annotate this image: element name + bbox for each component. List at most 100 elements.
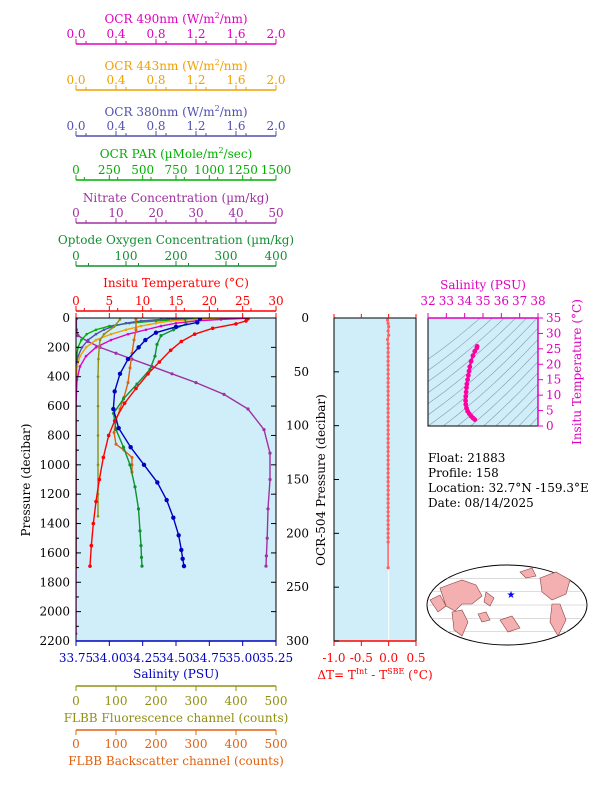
series-point-ocr443 bbox=[154, 321, 158, 325]
series-point-salinity bbox=[117, 371, 123, 376]
delta-t-point bbox=[386, 376, 390, 380]
axis-title-rest: /nm) bbox=[220, 105, 248, 119]
axis-tick-label: 0 bbox=[72, 294, 80, 308]
axis-nitrate: Nitrate Concentration (µm/kg)0 10 20 30 40 50 bbox=[72, 191, 284, 224]
axis-oxygen: Optode Oxygen Concentration (µm/kg) 0 100 2… bbox=[58, 233, 294, 267]
axis-tick-label: 100 bbox=[115, 249, 138, 263]
series-point-temperature bbox=[106, 433, 111, 438]
ocr-pressure-tick-label: 0 bbox=[301, 311, 309, 325]
ocr-pressure-axis-title: OCR-504 Pressure (decibar) bbox=[314, 394, 328, 566]
axis-tick-label: 0.4 bbox=[106, 73, 125, 87]
isopycnal-line bbox=[507, 394, 538, 426]
series-point-salinity bbox=[180, 556, 185, 561]
series-point-ocr490 bbox=[84, 354, 88, 358]
axis-title-sup: 2 bbox=[218, 146, 223, 155]
ocr-pressure-tick-label: 100 bbox=[286, 419, 309, 433]
axis-title-ocr490: OCR 490nm (W/m2/nm) bbox=[104, 11, 247, 26]
map-landmass bbox=[539, 571, 571, 601]
delta-t-point bbox=[386, 346, 390, 350]
series-point-temperature bbox=[88, 564, 92, 568]
delta-t-point bbox=[386, 510, 390, 514]
ts-top-tick-label: 34 bbox=[457, 294, 473, 308]
ts-point bbox=[464, 385, 469, 391]
salinity-tick-label: 34.00 bbox=[92, 651, 126, 665]
series-point-nitrate bbox=[264, 554, 268, 558]
axis-ocr443: OCR 443nm (W/m2/nm) 0.0 0.4 0.8 1.2 1.6 2.0 bbox=[66, 58, 286, 91]
series-point-fluorescence bbox=[96, 404, 100, 408]
delta-t-point bbox=[386, 505, 390, 510]
delta-t-point bbox=[386, 492, 390, 497]
axis-temperature: Insitu Temperature (°C) 0 5 10 15 20 25 30 bbox=[72, 276, 284, 312]
axis-tick-label: 20 bbox=[148, 206, 163, 220]
delta-t-point bbox=[386, 484, 390, 488]
axis-tick-label: 400 bbox=[225, 737, 248, 751]
delta-t-point bbox=[386, 411, 390, 415]
delta-t-axis-title: ΔT= TInt - TSBE (°C) bbox=[317, 667, 432, 682]
axis-tick-label: 0.0 bbox=[66, 73, 85, 87]
delta-t-point bbox=[386, 436, 390, 441]
series-point-temperature bbox=[179, 339, 184, 344]
delta-t-point bbox=[386, 359, 390, 363]
series-point-oxygen bbox=[138, 529, 142, 533]
series-point-nitrate bbox=[264, 564, 268, 568]
series-point-par bbox=[108, 324, 111, 328]
ts-top-tick-label: 38 bbox=[530, 294, 545, 308]
series-point-salinity bbox=[164, 497, 169, 503]
delta-t-series-group bbox=[385, 318, 391, 641]
series-point-nitrate bbox=[76, 334, 80, 338]
top-axes-group: OCR 490nm (W/m2/nm)0.0 0.4 0.8 1.2 1.6 2.0OCR… bbox=[58, 11, 294, 318]
delta-t-point bbox=[386, 566, 390, 570]
isopycnal-line bbox=[428, 318, 538, 416]
delta-t-point bbox=[386, 445, 390, 449]
axis-tick-label: 1.2 bbox=[186, 119, 205, 133]
series-point-ocr380 bbox=[80, 346, 84, 349]
axis-title-ocr380: OCR 380nm (W/m2/nm) bbox=[104, 104, 247, 119]
delta-t-point bbox=[386, 449, 390, 454]
series-point-oxygen bbox=[140, 564, 144, 568]
ts-top-tick-label: 36 bbox=[494, 294, 509, 308]
delta-t-point bbox=[386, 441, 390, 445]
pressure-tick-label: 1600 bbox=[39, 546, 70, 560]
delta-t-point bbox=[386, 424, 390, 428]
delta-t-point bbox=[386, 501, 390, 505]
ocr-pressure-tick-label: 200 bbox=[286, 526, 309, 540]
series-point-oxygen bbox=[121, 397, 126, 401]
series-point-temperature bbox=[134, 386, 138, 391]
axis-tick-label: 40 bbox=[228, 206, 243, 220]
delta-t-point bbox=[386, 415, 390, 419]
isopycnal-line bbox=[483, 372, 538, 426]
delta-t-point bbox=[386, 497, 390, 501]
ts-point bbox=[463, 398, 468, 404]
axis-tick-label: 30 bbox=[268, 294, 283, 308]
delta-t-point bbox=[386, 518, 390, 523]
series-line-ocr443 bbox=[76, 318, 227, 568]
delta-t-tick-label: 0.5 bbox=[406, 651, 425, 665]
series-point-ocr443 bbox=[78, 354, 82, 358]
delta-t-point bbox=[385, 318, 390, 322]
series-point-ocr490 bbox=[174, 321, 178, 325]
series-point-backscatter bbox=[128, 366, 132, 370]
ts-right-tick-label: 5 bbox=[546, 404, 554, 418]
series-line-fluorescence bbox=[97, 319, 121, 517]
ocr-pressure-tick-label: 50 bbox=[294, 365, 309, 379]
axis-tick-label: 1.6 bbox=[226, 73, 245, 87]
date-text: Date: 08/14/2025 bbox=[428, 496, 534, 510]
delta-t-plot-area bbox=[334, 318, 416, 641]
series-point-nitrate bbox=[194, 381, 198, 385]
isopycnal-line bbox=[428, 318, 493, 371]
series-point-temperature bbox=[210, 326, 215, 331]
series-point-temperature bbox=[192, 332, 197, 336]
salinity-tick-label: 34.50 bbox=[159, 651, 193, 665]
series-point-salinity bbox=[153, 330, 159, 335]
series-point-ocr490 bbox=[126, 332, 130, 336]
series-point-ocr490 bbox=[78, 365, 82, 368]
salinity-tick-label: 33.75 bbox=[59, 651, 93, 665]
series-point-ocr443 bbox=[169, 319, 173, 323]
axis-tick-label: 0.8 bbox=[146, 73, 165, 87]
series-point-ocr380 bbox=[139, 319, 143, 323]
pressure-tick-label: 1800 bbox=[39, 575, 70, 589]
delta-t-point bbox=[386, 402, 390, 406]
axis-backscatter: 0 100 200 300 400 500 FLBB Backscatter channel… bbox=[68, 729, 287, 768]
ocr-pressure-tick-label: 300 bbox=[286, 634, 309, 648]
ts-top-tick-label: 32 bbox=[420, 294, 435, 308]
